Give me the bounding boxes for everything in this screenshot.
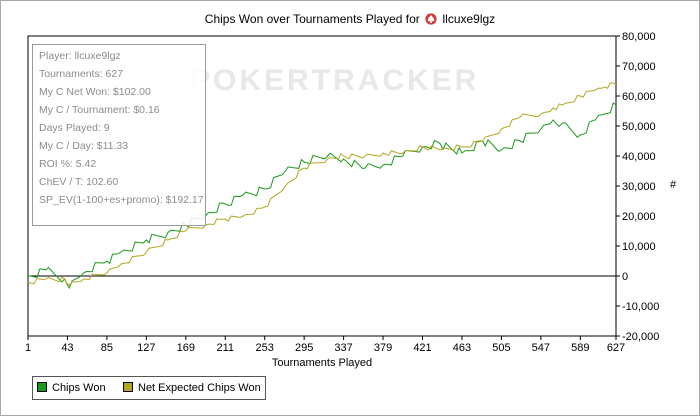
y-tick-label: 50,000 [622, 121, 656, 133]
stat-per-tournament: My C / Tournament: $0.16 [39, 104, 160, 116]
legend-swatch-net-expected [123, 382, 133, 392]
x-tick-label: 253 [256, 342, 274, 354]
stat-player: Player: llcuxe9lgz [39, 50, 121, 62]
x-tick-label: 1 [25, 342, 31, 354]
y-tick-label: -10,000 [622, 301, 659, 313]
x-tick-label: 421 [413, 342, 431, 354]
x-tick-label: 169 [177, 342, 195, 354]
y-tick-label: 0 [622, 271, 628, 283]
legend-item-net-expected[interactable]: Net Expected Chips Won [123, 381, 261, 395]
legend-swatch-chips-won [37, 382, 47, 392]
legend-item-chips-won[interactable]: Chips Won [37, 381, 106, 395]
x-tick-label: 127 [137, 342, 155, 354]
x-tick-label: 589 [571, 342, 589, 354]
stat-roi: ROI %: 5.42 [39, 158, 97, 170]
stat-tournaments: Tournaments: 627 [39, 68, 124, 80]
chart-title: Chips Won over Tournaments Played for ll… [0, 12, 700, 26]
chart-legend: Chips Won Net Expected Chips Won [32, 376, 266, 400]
stat-net-won: My C Net Won: $102.00 [39, 86, 151, 98]
y-tick-label: 30,000 [622, 181, 656, 193]
x-tick-label: 337 [334, 342, 352, 354]
series-net-expected-line [27, 82, 617, 286]
y-tick-label: -20,000 [622, 331, 659, 343]
y-tick-label: 70,000 [622, 61, 656, 73]
x-tick-label: 295 [295, 342, 313, 354]
x-tick-label: 85 [101, 342, 113, 354]
stats-box: Player: llcuxe9lgz Tournaments: 627 My C… [32, 44, 206, 226]
stat-days-played: Days Played: 9 [39, 122, 110, 134]
pokertracker-watermark: POKERTRACKER [190, 64, 479, 97]
spade-suit-icon [425, 13, 437, 25]
x-tick-label: 505 [492, 342, 510, 354]
stat-chev: ChEV / T: 102.60 [39, 176, 119, 188]
x-tick-label: 211 [216, 342, 234, 354]
legend-label-net-expected: Net Expected Chips Won [138, 382, 261, 394]
x-tick-label: 547 [532, 342, 550, 354]
y-tick-label: 40,000 [622, 151, 656, 163]
chart-title-text: Chips Won over Tournaments Played for [204, 12, 420, 26]
player-name: llcuxe9lgz [442, 12, 496, 26]
stat-per-day: My C / Day: $11.33 [39, 140, 129, 152]
series-chips-won-line [27, 102, 617, 290]
y-axis-label: # [670, 179, 677, 191]
x-tick-label: 627 [607, 342, 625, 354]
y-tick-label: 10,000 [622, 241, 656, 253]
x-axis-label: Tournaments Played [271, 357, 373, 369]
y-tick-label: 80,000 [622, 31, 656, 43]
y-tick-label: 20,000 [622, 211, 656, 223]
x-tick-label: 463 [453, 342, 471, 354]
stat-sp-ev: SP_EV(1-100+es+promo): $192.17 [39, 194, 204, 206]
y-tick-label: 60,000 [622, 91, 656, 103]
legend-label-chips-won: Chips Won [52, 382, 106, 394]
x-tick-label: 43 [61, 342, 73, 354]
x-tick-label: 379 [374, 342, 392, 354]
